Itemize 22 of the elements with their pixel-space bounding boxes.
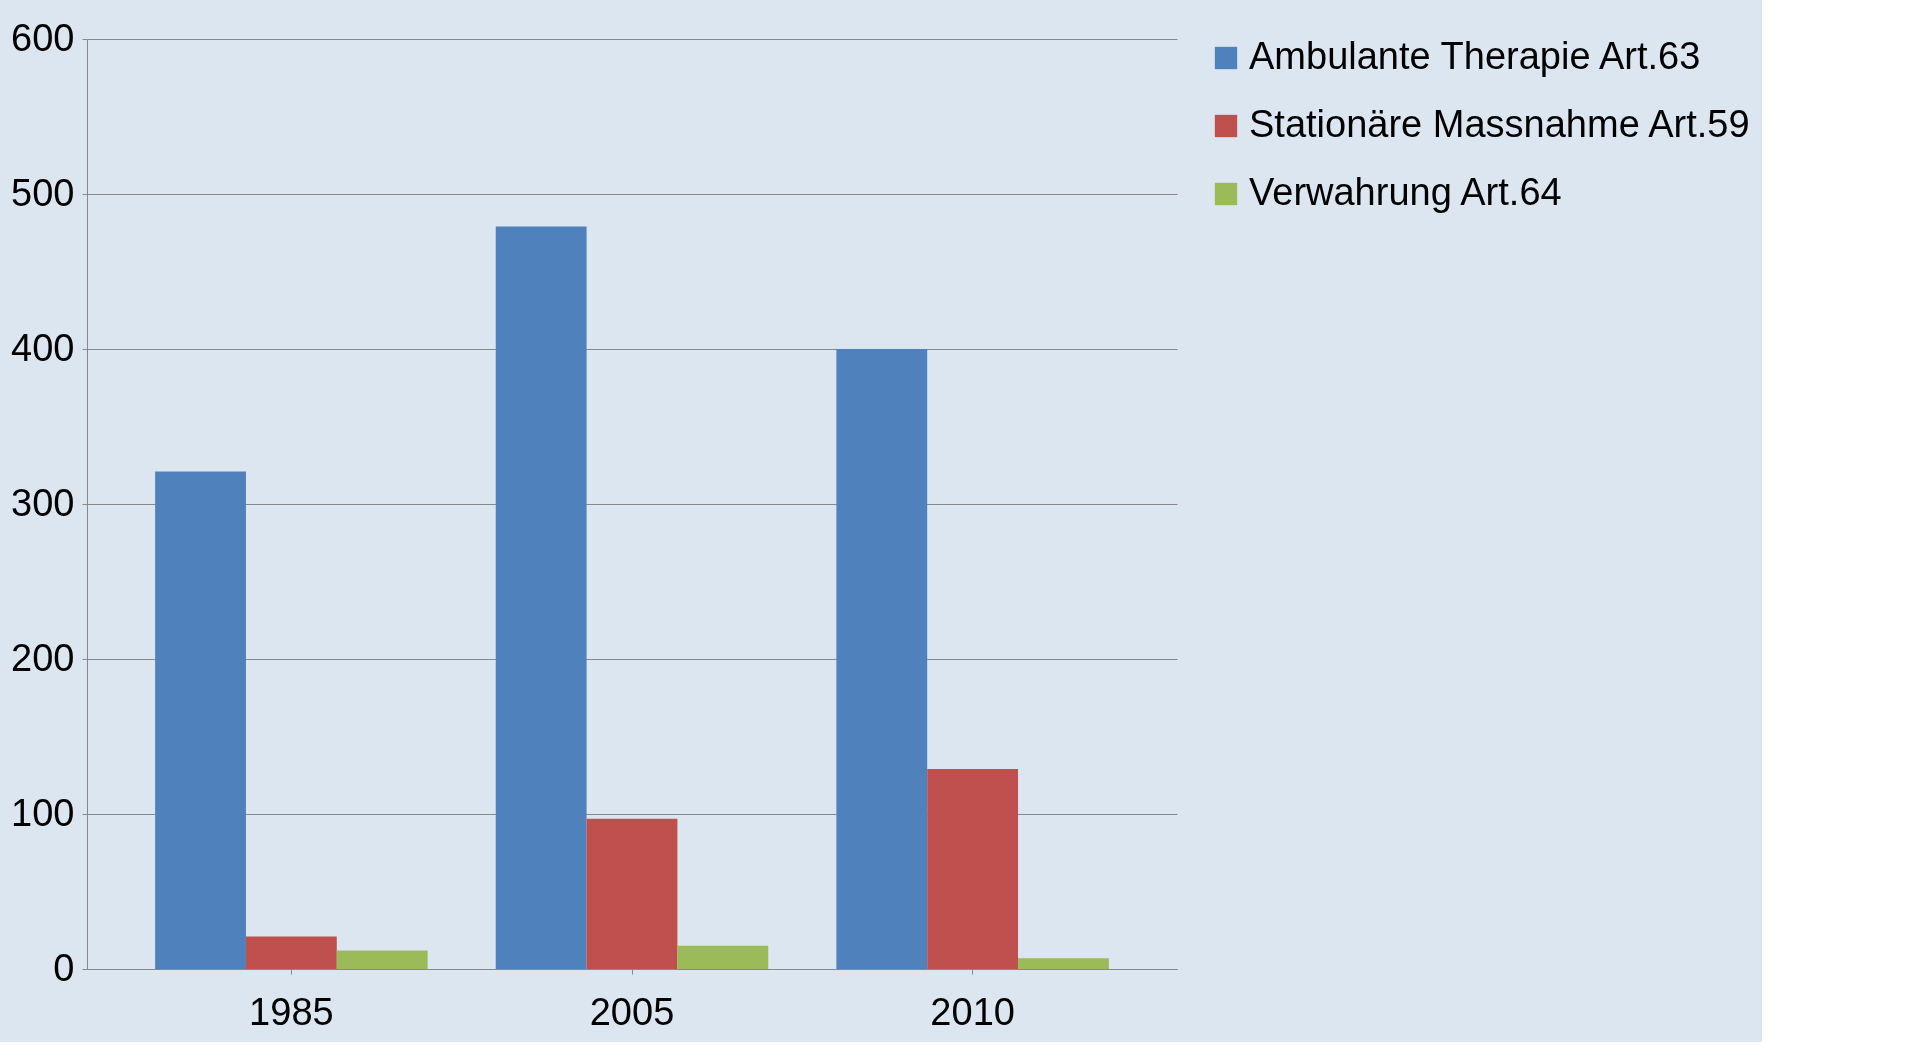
- x-tick-label: 1985: [249, 990, 334, 1033]
- bar: [836, 349, 928, 969]
- y-tick-label: 400: [11, 326, 75, 369]
- y-tick-label: 0: [53, 946, 75, 989]
- x-tick-label: 2010: [930, 990, 1015, 1033]
- bar: [586, 818, 678, 969]
- y-tick-label: 200: [11, 636, 75, 679]
- bar: [1018, 958, 1109, 969]
- y-tick-label: 300: [11, 481, 75, 524]
- bar: [927, 769, 1019, 969]
- bar: [495, 226, 587, 969]
- legend-label: Stationäre Massnahme Art.59: [1249, 103, 1750, 145]
- legend-label: Ambulante Therapie Art.63: [1249, 35, 1701, 77]
- bar: [336, 950, 428, 969]
- bar: [155, 471, 246, 969]
- y-tick-label: 100: [11, 791, 75, 834]
- legend-label: Verwahrung Art.64: [1249, 171, 1562, 213]
- bar: [245, 936, 337, 969]
- x-tick-label: 2005: [589, 990, 675, 1033]
- bar: [677, 945, 769, 969]
- y-tick-label: 500: [11, 171, 75, 214]
- y-tick-label: 600: [11, 16, 75, 59]
